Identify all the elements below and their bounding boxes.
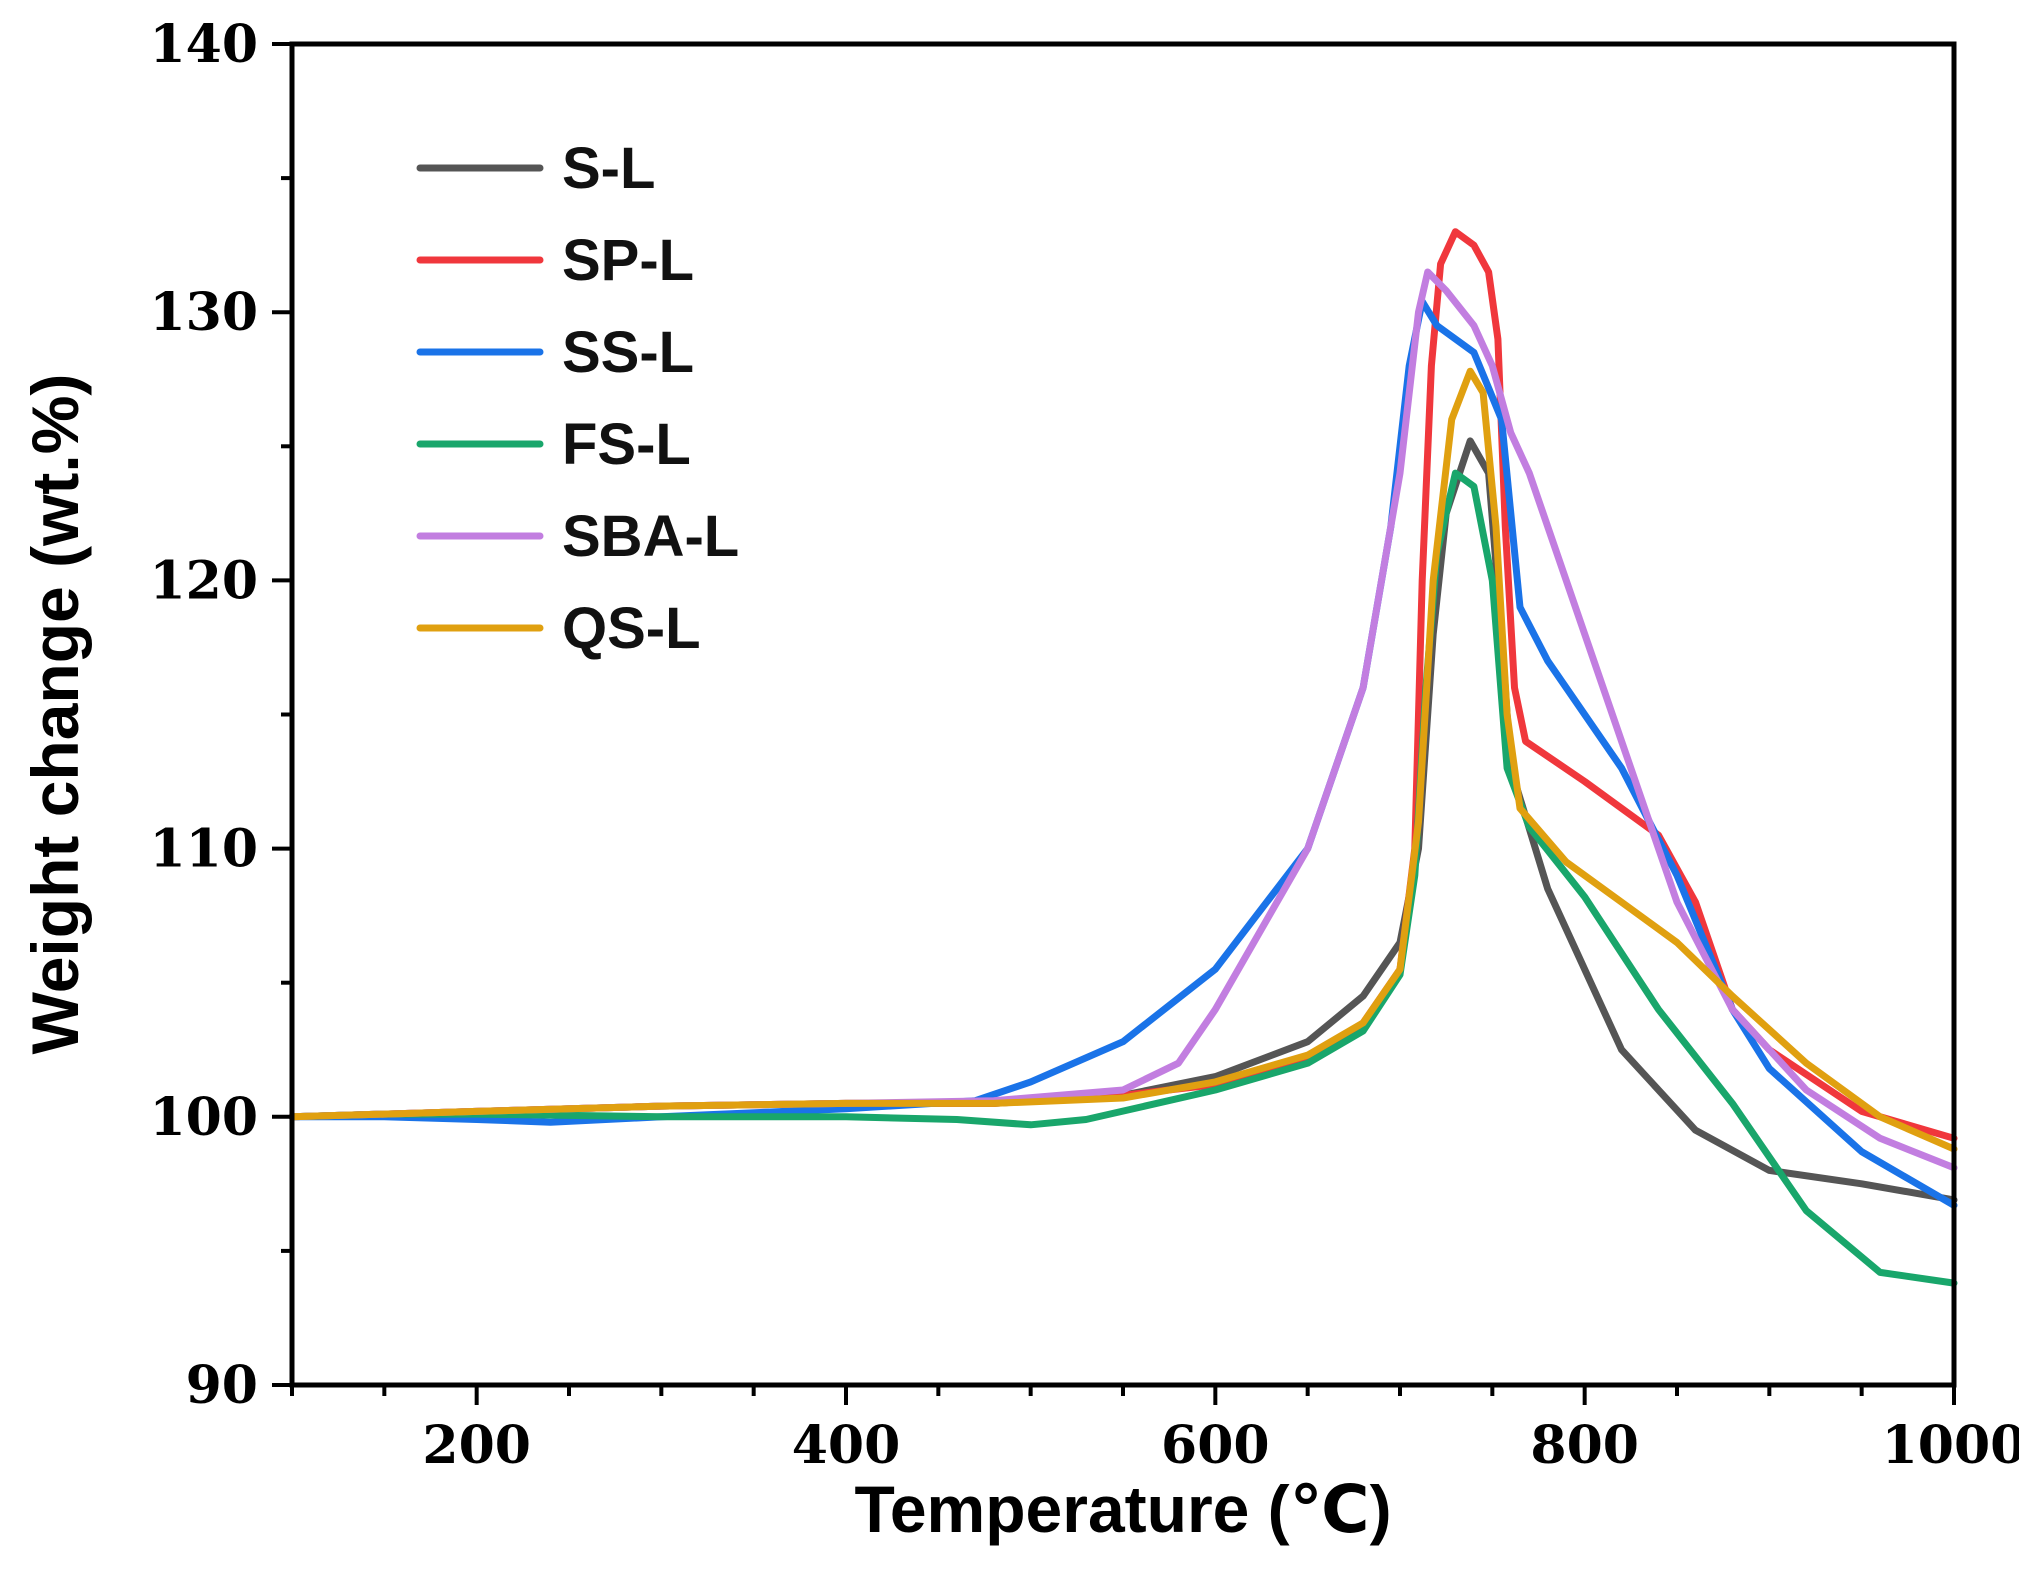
- tick-labels: 200 400 600 800 1000 90 100 110 120 130 140: [149, 14, 2019, 1476]
- series-line-sp-l: [288, 228, 1958, 1142]
- legend-label-qs-l: QS-L: [562, 596, 701, 661]
- series-line-sba-l: [288, 268, 1958, 1172]
- x-tick-label: 400: [792, 1415, 901, 1476]
- plot-frame: [289, 41, 1957, 1388]
- y-tick-label: 100: [149, 1087, 258, 1148]
- legend-label-sp-l: SP-L: [562, 228, 694, 293]
- y-tick-label: 110: [149, 819, 258, 880]
- series-line-qs-l: [288, 367, 1958, 1153]
- x-axis-title: Temperature (℃): [854, 1472, 1391, 1546]
- legend-label-fs-l: FS-L: [562, 412, 691, 477]
- y-tick-label: 140: [149, 14, 258, 75]
- axis-ticks: [272, 42, 1956, 1405]
- legend-label-ss-l: SS-L: [562, 320, 694, 385]
- x-tick-label: 200: [422, 1415, 531, 1476]
- y-tick-label: 120: [149, 550, 258, 611]
- legend-label-s-l: S-L: [562, 136, 655, 201]
- plot-lines: [288, 228, 1958, 1287]
- legend: S-L SP-L SS-L FS-L SBA-L QS-L: [416, 136, 739, 661]
- x-tick-label: 800: [1530, 1415, 1639, 1476]
- series-line-fs-l: [288, 469, 1958, 1287]
- x-tick-label: 600: [1161, 1415, 1270, 1476]
- x-tick-label: 1000: [1882, 1415, 2019, 1476]
- y-tick-label: 90: [186, 1355, 258, 1416]
- series-line-s-l: [288, 437, 1958, 1204]
- y-axis-title: Weight change (wt.%): [18, 374, 92, 1055]
- legend-label-sba-l: SBA-L: [562, 504, 739, 569]
- y-tick-label: 130: [149, 282, 258, 343]
